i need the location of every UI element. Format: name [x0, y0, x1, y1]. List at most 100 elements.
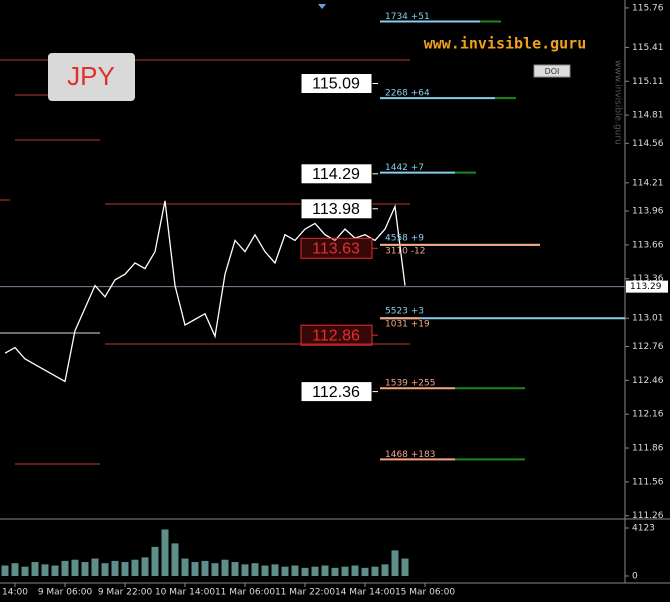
volume-bar: [241, 564, 249, 576]
watermark-vertical: www.invisible.guru: [613, 60, 623, 145]
volume-bar: [141, 557, 149, 576]
annotation-label: 5523 +3: [385, 307, 424, 317]
x-tick-label: 9 Mar 06:00: [38, 588, 93, 598]
volume-bar: [81, 562, 89, 576]
annotation-label: 4558 +9: [385, 233, 424, 243]
level-box: [300, 73, 373, 95]
volume-bar: [11, 563, 19, 576]
volume-bar: [281, 566, 289, 576]
volume-bar: [381, 564, 389, 576]
y-tick-label: 112.76: [632, 342, 664, 352]
level-label: 113.63: [312, 240, 360, 257]
y-tick-label: 111.86: [632, 444, 664, 454]
volume-bar: [201, 560, 209, 576]
volume-bar: [391, 550, 399, 576]
volume-bar: [131, 559, 139, 576]
x-tick-label: 14:00: [2, 588, 28, 598]
symbol: JPY: [67, 61, 115, 91]
watermark: www.invisible.guru: [424, 35, 587, 53]
y-tick-label: 114.81: [632, 111, 664, 121]
volume-bar: [111, 560, 119, 576]
y-tick-label: 112.16: [632, 410, 664, 420]
volume-bar: [31, 562, 39, 576]
volume-bar: [1, 565, 9, 576]
level-box: [300, 237, 373, 259]
volume-bar: [181, 558, 189, 576]
level-box: [300, 198, 373, 220]
x-tick-label: 9 Mar 22:00: [98, 588, 153, 598]
volume-bar: [171, 543, 179, 576]
level-label: 112.86: [312, 327, 360, 344]
volume-bar: [51, 565, 59, 576]
volume-bar: [191, 562, 199, 576]
annotation-label: 1031 +19: [385, 320, 430, 330]
annotation-label: 2268 +64: [385, 89, 430, 99]
y-tick-label: 113.01: [632, 314, 664, 324]
x-tick-label: 10 Mar 14:00: [155, 588, 215, 598]
volume-bar: [251, 563, 259, 576]
volume-bar: [21, 566, 29, 576]
level-box: [300, 163, 373, 185]
annotation-label: 1442 +7: [385, 163, 424, 173]
y-tick-label: 113.66: [632, 240, 664, 250]
level-label: 114.29: [312, 166, 360, 183]
volume-bar: [161, 529, 169, 576]
volume-bar: [71, 559, 79, 576]
volume-tick-label: 0: [632, 572, 638, 582]
x-tick-label: 11 Mar 22:00: [275, 588, 335, 598]
doi-button[interactable]: [533, 64, 571, 78]
volume-bar: [351, 565, 359, 576]
current-price-label: 113.29: [630, 282, 662, 292]
volume-bar: [291, 565, 299, 576]
x-tick-label: 14 Mar 14:00: [335, 588, 395, 598]
volume-bar: [401, 558, 409, 576]
volume-tick-label: 4123: [632, 524, 655, 534]
level-box: [300, 324, 373, 346]
y-tick-label: 115.11: [632, 77, 664, 87]
volume-bar: [221, 559, 229, 576]
symbol-box: [48, 53, 135, 101]
y-tick-label: 111.26: [632, 511, 664, 521]
volume-bar: [311, 566, 319, 576]
y-tick-label: 112.46: [632, 376, 664, 386]
volume-bar: [121, 562, 129, 576]
volume-bar: [231, 562, 239, 576]
y-tick-label: 113.96: [632, 207, 664, 217]
annotation-label: 1734 +51: [385, 12, 430, 22]
y-tick-label: 114.56: [632, 139, 664, 149]
volume-bar: [101, 563, 109, 576]
volume-bar: [321, 565, 329, 576]
volume-bar: [331, 567, 339, 576]
annotation-label: 1468 +183: [385, 450, 435, 460]
volume-bar: [211, 563, 219, 576]
annotation-label: 1539 +255: [385, 379, 435, 389]
volume-bar: [151, 546, 159, 576]
scroll-marker: [318, 4, 326, 9]
level-box: [300, 381, 373, 403]
volume-bar: [361, 567, 369, 576]
doi-button-label[interactable]: DOI: [545, 67, 560, 76]
level-label: 113.98: [312, 201, 360, 218]
level-label: 115.09: [312, 76, 360, 93]
x-tick-label: 15 Mar 06:00: [395, 588, 455, 598]
volume-bar: [261, 565, 269, 576]
volume-bar: [91, 558, 99, 576]
level-label: 112.36: [312, 384, 360, 401]
current-price-box: [626, 280, 668, 293]
annotation-label: 3110 -12: [385, 246, 425, 256]
volume-bar: [341, 566, 349, 576]
volume-bar: [41, 564, 49, 576]
price-line: [4, 200, 406, 383]
x-tick-label: 11 Mar 06:00: [215, 588, 275, 598]
y-tick-label: 115.41: [632, 43, 664, 53]
y-tick-label: 114.21: [632, 178, 664, 188]
volume-bar: [61, 560, 69, 576]
y-tick-label: 115.76: [632, 3, 664, 13]
y-tick-label: 111.56: [632, 477, 664, 487]
volume-bar: [271, 564, 279, 576]
y-tick-label: 113.36: [632, 274, 664, 284]
volume-bar: [301, 567, 309, 576]
volume-bar: [371, 566, 379, 576]
